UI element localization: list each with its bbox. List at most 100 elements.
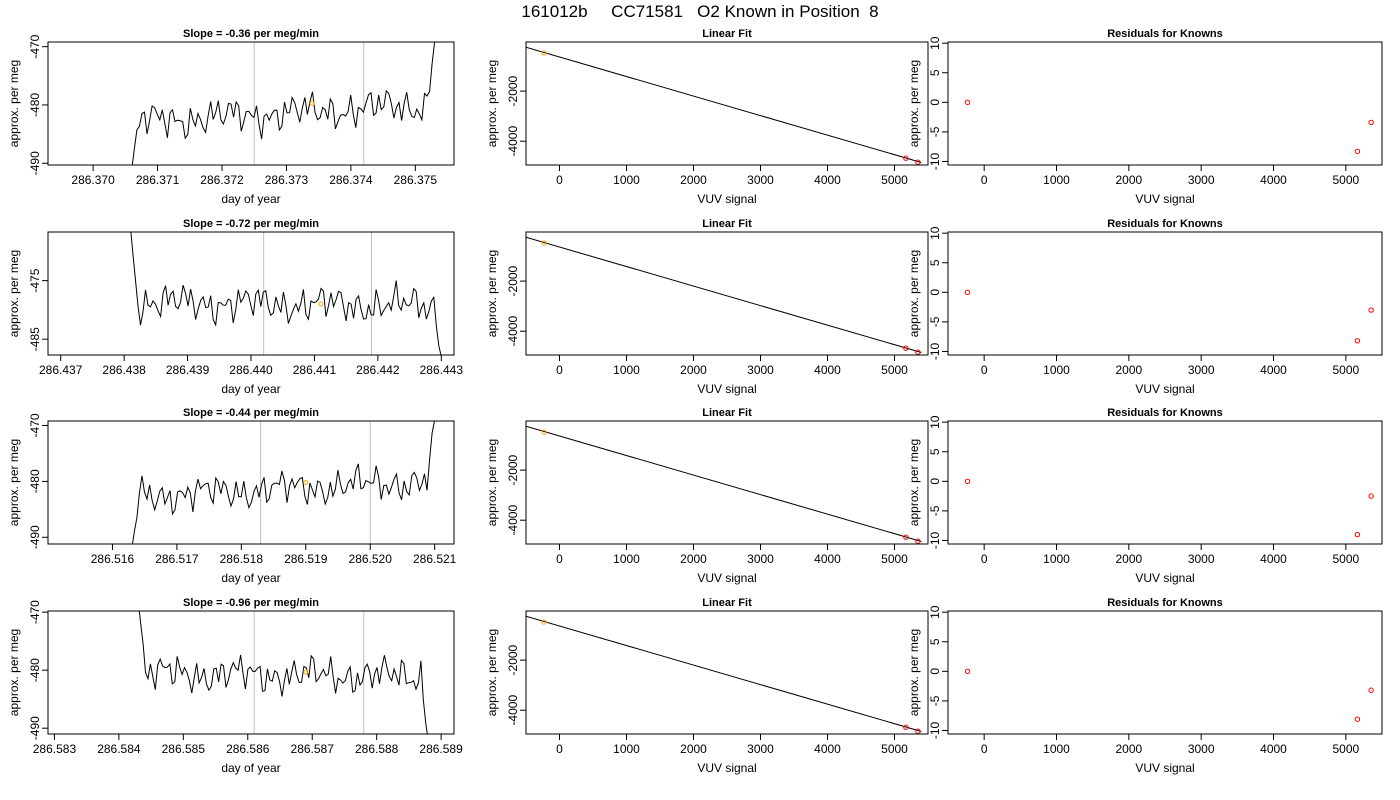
- x-tick-label: 5000: [1332, 363, 1359, 377]
- x-tick-label: 286.374: [329, 173, 373, 187]
- x-tick-label: 5000: [1332, 552, 1359, 566]
- data-point: [541, 50, 547, 56]
- x-tick-label: 5000: [1332, 173, 1359, 187]
- plot-frame: [525, 610, 929, 735]
- plot-area: [964, 478, 1374, 538]
- x-tick-label: 5000: [881, 552, 908, 566]
- fit-line: [526, 46, 922, 163]
- plot-area: [964, 289, 1374, 344]
- x-tick-label: 0: [981, 363, 988, 377]
- x-tick-label: 286.442: [356, 363, 400, 377]
- x-tick-label: 286.586: [226, 742, 270, 756]
- y-tick-label: -10: [928, 342, 942, 360]
- x-tick-label: 286.516: [91, 552, 135, 566]
- x-axis-label: VUV signal: [1135, 382, 1194, 396]
- x-tick-label: 3000: [1188, 742, 1215, 756]
- panel-title: Slope = -0.44 per meg/min: [183, 407, 319, 419]
- x-tick-label: 286.589: [419, 742, 463, 756]
- x-tick-label: 1000: [613, 173, 640, 187]
- y-tick-label: -2000: [506, 454, 520, 485]
- x-tick-label: 286.441: [293, 363, 337, 377]
- x-tick-label: 0: [556, 363, 563, 377]
- panel-0-0: Slope = -0.36 per meg/min 286.370 286.371 2…: [7, 28, 455, 206]
- y-tick-label: 10: [928, 36, 942, 50]
- x-tick-label: 4000: [814, 363, 841, 377]
- x-tick-label: 286.439: [166, 363, 210, 377]
- series-line: [131, 42, 436, 165]
- data-point: [541, 429, 547, 435]
- x-tick-label: 286.518: [220, 552, 264, 566]
- panel-0-1: Linear Fit 0 1000 2000 3000 4000 5000 -4000 -200…: [485, 28, 929, 206]
- y-tick-label: -2000: [506, 265, 520, 296]
- y-tick-label: -4000: [506, 316, 520, 347]
- x-tick-label: 2000: [680, 552, 707, 566]
- y-tick-label: -470: [28, 34, 42, 58]
- plot-frame: [47, 420, 455, 545]
- data-point: [903, 724, 909, 730]
- x-tick-label: 286.519: [284, 552, 328, 566]
- highlight-point: [318, 301, 324, 307]
- y-tick-label: 0: [928, 99, 942, 106]
- data-point: [541, 240, 547, 246]
- y-tick-label: -5: [928, 695, 942, 706]
- y-axis-label: approx. per meg: [907, 629, 921, 716]
- panel-title: Residuals for Knowns: [1107, 218, 1223, 230]
- x-tick-label: 1000: [613, 552, 640, 566]
- x-tick-label: 286.370: [71, 173, 115, 187]
- plot-area: [964, 99, 1374, 155]
- y-tick-label: 0: [928, 668, 942, 675]
- x-tick-label: 4000: [814, 742, 841, 756]
- y-tick-label: -480: [28, 658, 42, 682]
- plot-frame: [525, 41, 929, 166]
- x-axis-label: VUV signal: [1135, 192, 1194, 206]
- x-tick-label: 286.588: [355, 742, 399, 756]
- data-point: [903, 155, 909, 161]
- x-tick-label: 0: [981, 173, 988, 187]
- y-tick-label: 5: [928, 638, 942, 645]
- data-point: [964, 289, 971, 296]
- x-tick-label: 2000: [680, 173, 707, 187]
- plot-frame: [47, 231, 455, 356]
- plot-frame: [525, 231, 929, 356]
- x-tick-label: 5000: [1332, 742, 1359, 756]
- page-title: 161012b CC71581 O2 Known in Position 8: [521, 2, 879, 21]
- x-tick-label: 1000: [1043, 173, 1070, 187]
- plot-frame: [525, 420, 929, 545]
- y-tick-label: -490: [28, 151, 42, 175]
- y-tick-label: -480: [28, 93, 42, 117]
- plot-area: [526, 46, 922, 165]
- panel-1-2: Residuals for Knowns 0 1000 2000 3000 4000 500…: [907, 218, 1383, 396]
- x-tick-label: 286.585: [162, 742, 206, 756]
- data-point: [1368, 307, 1374, 313]
- data-point: [915, 159, 921, 165]
- plot-area: [131, 42, 436, 165]
- x-tick-label: 1000: [1043, 363, 1070, 377]
- y-axis-label: approx. per meg: [907, 250, 921, 337]
- panel-title: Linear Fit: [702, 218, 752, 230]
- x-axis-label: VUV signal: [697, 571, 756, 585]
- fit-line: [526, 425, 922, 542]
- series-line: [131, 421, 435, 544]
- data-point: [964, 99, 971, 106]
- panel-1-0: Slope = -0.72 per meg/min 286.437 286.438 2…: [7, 218, 463, 396]
- panel-title: Slope = -0.96 per meg/min: [183, 597, 319, 609]
- plot-frame: [47, 610, 455, 735]
- y-tick-label: -5: [928, 126, 942, 137]
- panel-title: Residuals for Knowns: [1107, 597, 1223, 609]
- y-axis-label: approx. per meg: [7, 629, 21, 716]
- y-tick-label: -10: [928, 152, 942, 170]
- plot-area: [131, 421, 435, 544]
- x-tick-label: 2000: [1115, 552, 1142, 566]
- plot-area: [964, 668, 1374, 722]
- y-axis-label: approx. per meg: [485, 250, 499, 337]
- x-axis-label: VUV signal: [1135, 571, 1194, 585]
- y-axis-label: approx. per meg: [485, 629, 499, 716]
- x-tick-label: 3000: [747, 363, 774, 377]
- x-tick-label: 286.375: [394, 173, 438, 187]
- plot-frame: [947, 231, 1383, 356]
- series-line: [130, 232, 442, 355]
- panel-3-0: Slope = -0.96 per meg/min 286.583 286.584 2…: [7, 597, 463, 775]
- data-point: [1354, 716, 1361, 722]
- x-tick-label: 286.584: [97, 742, 141, 756]
